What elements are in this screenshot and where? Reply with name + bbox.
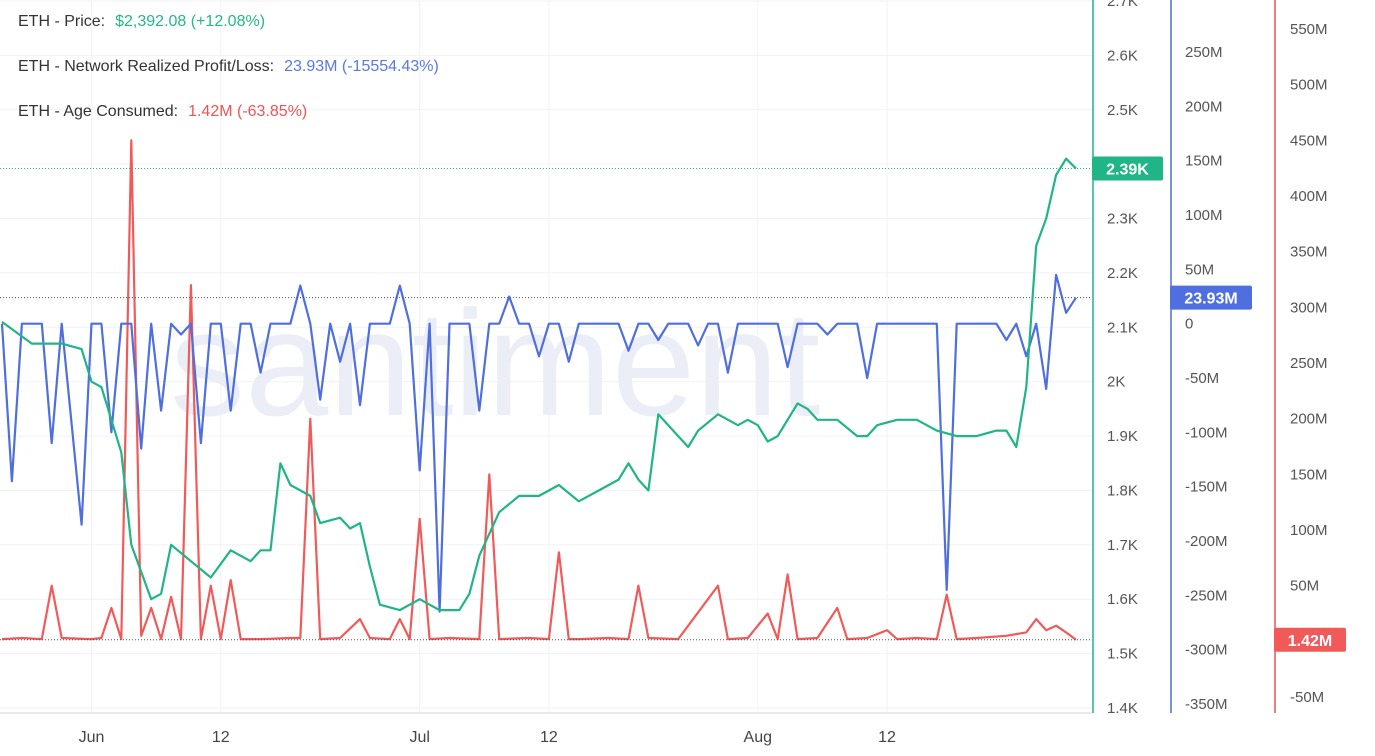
badge-age — [1274, 627, 1346, 652]
tick-label-age: 50M — [1290, 578, 1319, 595]
tick-label-price: 1.4K — [1107, 700, 1138, 717]
tick-label-age: 200M — [1290, 411, 1328, 428]
tick-label-price: 2.5K — [1107, 102, 1138, 119]
x-axis: Jun 12 Jul 12 Aug 12 — [79, 729, 896, 746]
tick-label-price: 2.1K — [1107, 319, 1138, 336]
badge-label-price: 2.39K — [1106, 161, 1149, 178]
legend-price-value: $2,392.08 (+12.08%) — [115, 13, 266, 30]
legend-age: ETH - Age Consumed: 1.42M (-63.85%) — [18, 103, 307, 121]
tick-label-age: 450M — [1290, 132, 1328, 149]
x-tick-label: 12 — [540, 729, 558, 746]
legend-age-label: ETH - Age Consumed: — [18, 103, 179, 120]
series-line-age — [1, 139, 1077, 641]
tick-label-price: 2.2K — [1107, 265, 1138, 282]
legend-nrpl: ETH - Network Realized Profit/Loss: 23.93… — [18, 58, 439, 76]
x-tick-label: Jun — [79, 729, 105, 746]
x-tick-label: 12 — [212, 729, 230, 746]
tick-label-age: 500M — [1290, 77, 1328, 94]
tick-label-price: 1.7K — [1107, 537, 1138, 554]
tick-label-nrpl: -350M — [1185, 696, 1228, 713]
tick-label-nrpl: 250M — [1185, 44, 1223, 61]
tick-label-nrpl: -100M — [1185, 424, 1228, 441]
tick-label-nrpl: 0 — [1185, 316, 1193, 333]
tick-label-nrpl: 200M — [1185, 98, 1223, 115]
tick-label-nrpl: 150M — [1185, 153, 1223, 170]
tick-label-nrpl: -150M — [1185, 479, 1228, 496]
tick-label-price: 2.3K — [1107, 211, 1138, 228]
tick-label-nrpl: -300M — [1185, 642, 1228, 659]
tick-label-nrpl: -250M — [1185, 587, 1228, 604]
watermark: santiment — [170, 279, 820, 447]
legend-nrpl-label: ETH - Network Realized Profit/Loss: — [18, 58, 275, 75]
tick-label-price: 2K — [1107, 374, 1125, 391]
last-value-badges: 2.39K 23.93M 1.42M — [1092, 156, 1346, 652]
plot-lines — [0, 139, 1092, 641]
badge-nrpl — [1170, 285, 1252, 310]
y-axes: 2.7K2.6K2.5K2.4K2.3K2.2K2.1K2K1.9K1.8K1.… — [1092, 0, 1328, 717]
tick-label-age: 250M — [1290, 355, 1328, 372]
tick-label-age: 550M — [1290, 21, 1328, 38]
tick-label-price: 2.7K — [1107, 0, 1138, 10]
x-tick-label: Aug — [744, 729, 772, 746]
tick-label-age: 300M — [1290, 299, 1328, 316]
badge-label-age: 1.42M — [1288, 633, 1332, 650]
tick-label-price: 1.9K — [1107, 428, 1138, 445]
legend-age-value: 1.42M (-63.85%) — [188, 103, 308, 120]
x-tick-label: Jul — [409, 729, 429, 746]
tick-label-price: 1.6K — [1107, 591, 1138, 608]
tick-label-age: 350M — [1290, 244, 1328, 261]
tick-label-price: 1.5K — [1107, 646, 1138, 663]
tick-label-age: -50M — [1290, 689, 1324, 706]
tick-label-nrpl: 50M — [1185, 261, 1214, 278]
badge-label-nrpl: 23.93M — [1184, 291, 1237, 308]
tick-label-age: 150M — [1290, 466, 1328, 483]
tick-label-nrpl: -200M — [1185, 533, 1228, 550]
legend-price-label: ETH - Price: — [18, 13, 106, 30]
series-line-nrpl — [0, 273, 1077, 613]
tick-label-age: 400M — [1290, 188, 1328, 205]
legend-nrpl-value: 23.93M (-15554.43%) — [284, 58, 439, 75]
tick-label-price: 1.8K — [1107, 482, 1138, 499]
x-tick-label: 12 — [878, 729, 896, 746]
series-line-price — [1, 157, 1077, 612]
badge-price — [1092, 156, 1163, 181]
legend-price: ETH - Price: $2,392.08 (+12.08%) — [18, 13, 265, 31]
tick-label-price: 2.6K — [1107, 47, 1138, 64]
tick-label-nrpl: 100M — [1185, 207, 1223, 224]
tick-label-nrpl: -50M — [1185, 370, 1219, 387]
tick-label-age: 100M — [1290, 522, 1328, 539]
